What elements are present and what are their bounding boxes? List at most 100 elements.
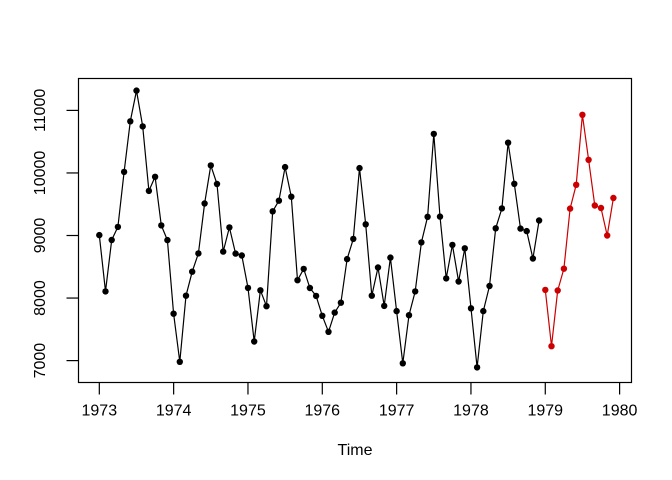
observed-series-point [176, 358, 183, 365]
observed-series-point [443, 275, 450, 282]
observed-series-point [467, 305, 475, 312]
observed-series-point [436, 213, 444, 220]
x-axis-tick-label: 1980 [602, 403, 638, 420]
observed-series-point [480, 307, 487, 315]
observed-series-point [529, 255, 537, 262]
observed-series-point [213, 180, 221, 188]
observed-series-point [356, 164, 363, 172]
y-axis-tick-label: 10000 [32, 151, 49, 196]
observed-series-point [473, 364, 481, 371]
observed-series-point [145, 187, 153, 195]
observed-series-point [257, 287, 264, 294]
observed-series-point [430, 130, 437, 138]
observed-series-point [207, 162, 214, 169]
observed-series-point [393, 307, 400, 315]
y-axis-tick-label: 7000 [32, 343, 49, 379]
observed-series-point [498, 205, 506, 212]
observed-series-point [449, 241, 456, 249]
observed-series-point [486, 282, 493, 290]
observed-series-point [325, 328, 332, 335]
observed-series-point [238, 252, 245, 259]
observed-series-point [232, 250, 239, 257]
observed-series-point [523, 227, 530, 235]
observed-series-point [387, 254, 394, 261]
observed-series-point [517, 225, 524, 232]
forecast-series-point [548, 343, 555, 350]
x-axis-tick-label: 1976 [304, 403, 340, 420]
observed-series-point [306, 284, 314, 292]
x-axis-tick-label: 1973 [82, 403, 118, 420]
observed-series-point [399, 360, 406, 367]
observed-series-point [504, 139, 512, 146]
observed-series-line [98, 89, 540, 368]
observed-series-point [251, 338, 258, 345]
observed-series-point [226, 224, 233, 231]
forecast-series-point [604, 232, 611, 239]
forecast-series-point [566, 205, 574, 212]
forecast-series-point [579, 111, 586, 119]
observed-series-point [312, 292, 320, 300]
x-axis-tick-label: 1974 [156, 403, 192, 420]
observed-series-point [455, 278, 462, 285]
observed-series-point [288, 193, 295, 200]
observed-series-point [120, 168, 128, 176]
observed-series-point [133, 87, 140, 94]
observed-series-point [139, 123, 146, 130]
plot-box [77, 77, 633, 384]
x-axis-tick-label: 1975 [230, 403, 266, 420]
observed-series-point [535, 217, 543, 224]
x-axis-tick-label: 1979 [527, 403, 563, 420]
x-axis-tick-label: 1977 [379, 403, 415, 420]
observed-series-point [492, 225, 499, 232]
x-axis-title: Time [338, 442, 373, 459]
observed-series-point [96, 231, 103, 239]
observed-series-point [350, 235, 357, 243]
observed-series-point [281, 163, 289, 171]
observed-series-point [418, 239, 425, 246]
forecast-series-line [544, 114, 614, 347]
observed-series-point [405, 312, 413, 319]
forecast-series-point [554, 287, 561, 294]
y-axis-tick-label: 11000 [32, 89, 49, 132]
observed-series-point [195, 250, 202, 257]
forecast-series-point [585, 156, 592, 163]
y-axis-tick-label: 8000 [32, 280, 49, 316]
forecast-series-point [560, 265, 568, 272]
observed-series-point [511, 180, 518, 187]
observed-series-point [164, 236, 171, 244]
x-axis-tick-label: 1978 [453, 403, 489, 420]
observed-series-point [331, 309, 338, 316]
observed-series-point [220, 248, 227, 255]
observed-series-point [412, 288, 419, 295]
observed-series-point [381, 302, 388, 310]
observed-series-point [319, 312, 326, 319]
observed-series-point [201, 200, 208, 207]
observed-series-point [368, 292, 375, 299]
forecast-series-point [542, 286, 549, 294]
observed-series-point [362, 221, 369, 228]
observed-series-point [343, 255, 351, 263]
observed-series-point [374, 264, 382, 271]
forecast-series-point [597, 204, 605, 212]
observed-series-point [182, 292, 190, 299]
forecast-series-point [591, 202, 598, 209]
forecast-series-point [573, 181, 580, 188]
observed-series-point [461, 245, 468, 252]
observed-series-point [114, 223, 122, 231]
forecast-series-point [610, 194, 617, 202]
observed-series-point [189, 268, 196, 275]
observed-series-point [108, 236, 115, 244]
observed-series-point [337, 299, 345, 306]
observed-series-point [170, 310, 177, 317]
observed-series-point [263, 303, 270, 310]
observed-series-point [269, 208, 276, 215]
observed-series-point [127, 118, 134, 125]
observed-series-point [300, 265, 307, 273]
observed-series-point [151, 173, 159, 180]
observed-series-point [158, 222, 165, 229]
observed-series-point [424, 213, 431, 220]
observed-series-point [244, 284, 252, 292]
y-axis-tick-label: 9000 [32, 218, 49, 254]
